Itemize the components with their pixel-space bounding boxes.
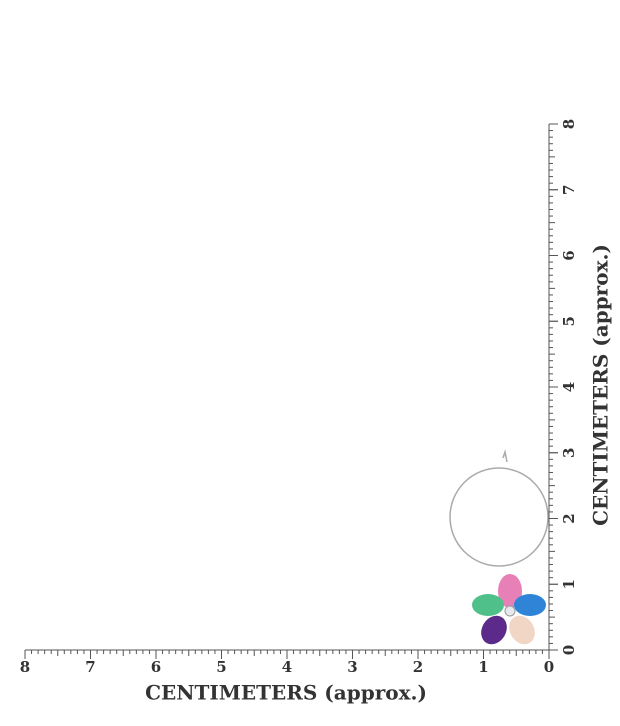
tick-label: 0 — [544, 658, 554, 676]
tick-label: 1 — [560, 579, 578, 589]
tick-label: 3 — [347, 658, 357, 676]
tick-label: 2 — [413, 658, 423, 676]
tick-label: 5 — [216, 658, 226, 676]
tick-label: 8 — [560, 119, 578, 129]
tick-label: 6 — [151, 658, 161, 676]
tick-label: 7 — [85, 658, 95, 676]
ruler-title: CENTIMETERS (approx.) — [589, 244, 613, 526]
tick-label: 8 — [20, 658, 30, 676]
tick-label: 3 — [560, 448, 578, 458]
earring — [449, 449, 549, 645]
ruler-title: CENTIMETERS (approx.) — [145, 681, 427, 705]
tick-label: 4 — [282, 658, 292, 676]
tick-label: 7 — [560, 185, 578, 195]
tick-label: 0 — [560, 645, 578, 655]
tick-label: 4 — [560, 382, 578, 392]
tick-label: 5 — [560, 316, 578, 326]
tick-label: 6 — [560, 250, 578, 260]
tick-label: 2 — [560, 513, 578, 523]
tick-label: 1 — [478, 658, 488, 676]
